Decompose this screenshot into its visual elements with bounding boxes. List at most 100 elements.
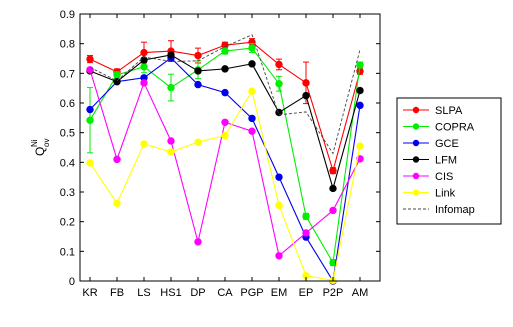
- data-point: [275, 80, 283, 88]
- data-point: [113, 155, 121, 164]
- x-tick-label: HS1: [160, 287, 181, 299]
- data-point: [113, 77, 121, 86]
- data-point: [140, 48, 148, 57]
- y-tick-label: 0.9: [60, 9, 75, 21]
- data-point: [221, 118, 229, 126]
- legend-label-cis: CIS: [435, 171, 453, 183]
- legend-label-gce: GCE: [435, 138, 459, 150]
- y-axis-label: QNi ov: [30, 139, 51, 156]
- data-point: [356, 61, 364, 69]
- data-point: [113, 199, 121, 207]
- axis-ticks: 0 0.1 0.2 0.3 0.4 0.5 0.6 0.7 0.8 0.9 KR FB LS HS1 DP C…: [60, 9, 380, 299]
- y-tick-label: 0.6: [60, 98, 75, 110]
- x-tick-label: EP: [299, 287, 314, 299]
- y-tick-label: 0.2: [60, 217, 75, 229]
- data-point: [356, 86, 364, 95]
- data-point: [86, 116, 94, 124]
- data-point: [221, 88, 229, 97]
- legend-label-infomap: Infomap: [435, 204, 475, 216]
- y-tick-label: 0.8: [60, 39, 75, 51]
- data-point: [194, 80, 202, 89]
- y-tick-label: 0.7: [60, 68, 75, 80]
- data-point: [248, 114, 256, 123]
- x-tick-label: LS: [137, 287, 150, 299]
- plot-area: [79, 13, 381, 282]
- data-point: [248, 60, 256, 68]
- legend-marker-link: [412, 189, 420, 196]
- y-tick-label: 0.3: [60, 187, 75, 199]
- series-line: [89, 47, 361, 265]
- x-tick-label: P2P: [323, 287, 344, 299]
- data-point: [86, 105, 94, 114]
- data-point: [140, 63, 148, 71]
- legend-marker-copra: [412, 123, 420, 130]
- data-point: [140, 56, 148, 64]
- data-point: [86, 55, 94, 63]
- x-tick-label: FB: [110, 287, 124, 299]
- y-axis-label-group: QNi ov: [30, 139, 51, 156]
- data-point: [275, 60, 283, 69]
- y-tick-label: 0: [69, 276, 75, 288]
- x-tick-label: CA: [217, 287, 233, 299]
- data-point: [302, 91, 310, 100]
- x-tick-label: EM: [271, 287, 288, 299]
- data-point: [167, 83, 175, 92]
- legend-label-lfm: LFM: [435, 155, 457, 167]
- series-link: [86, 87, 364, 285]
- y-tick-label: 0.5: [60, 128, 75, 140]
- x-tick-label: DP: [190, 287, 205, 299]
- legend-marker-cis: [412, 172, 420, 180]
- legend-label-link: Link: [435, 188, 456, 200]
- data-point: [329, 166, 337, 175]
- data-point: [140, 79, 148, 87]
- legend: SLPA COPRA GCE LFM CIS Link Infomap: [396, 97, 502, 225]
- data-point: [302, 212, 310, 221]
- data-point: [329, 184, 337, 193]
- data-point: [194, 67, 202, 75]
- data-point: [167, 148, 175, 156]
- data-point: [167, 51, 175, 59]
- legend-marker-slpa: [412, 106, 420, 114]
- data-point: [221, 131, 229, 140]
- series-cis: [86, 66, 364, 260]
- data-point: [275, 173, 283, 181]
- series-line: [89, 41, 361, 173]
- legend-label-slpa: SLPA: [435, 105, 463, 117]
- y-axis-label-sub: ov: [42, 139, 51, 147]
- data-point: [329, 206, 337, 215]
- series-lfm: [86, 51, 364, 193]
- series-layer: [86, 34, 364, 285]
- data-point: [248, 44, 256, 52]
- y-tick-label: 0.1: [60, 246, 75, 258]
- legend-marker-lfm: [412, 156, 420, 163]
- data-point: [167, 137, 175, 145]
- data-point: [302, 229, 310, 237]
- data-point: [302, 79, 310, 87]
- series-copra: [86, 43, 364, 267]
- data-point: [86, 159, 94, 167]
- series-line: [89, 34, 361, 155]
- x-tick-label: PGP: [240, 287, 263, 299]
- data-point: [356, 155, 364, 163]
- y-tick-label: 0.4: [60, 157, 75, 169]
- series-infomap: [89, 34, 361, 155]
- data-point: [275, 201, 283, 210]
- data-point: [113, 71, 121, 79]
- x-tick-label: AM: [352, 287, 369, 299]
- legend-label-copra: COPRA: [435, 122, 475, 134]
- x-tick-label: KR: [82, 287, 97, 299]
- data-point: [194, 238, 202, 246]
- data-point: [221, 47, 229, 55]
- series-line: [89, 69, 361, 257]
- data-point: [140, 140, 148, 148]
- data-point: [248, 87, 256, 95]
- data-point: [248, 127, 256, 135]
- data-point: [194, 138, 202, 146]
- data-point: [356, 101, 364, 110]
- series-gce: [86, 54, 364, 285]
- data-point: [275, 252, 283, 260]
- data-point: [221, 65, 229, 73]
- y-axis-label-sup: Ni: [30, 139, 39, 147]
- data-point: [194, 51, 202, 60]
